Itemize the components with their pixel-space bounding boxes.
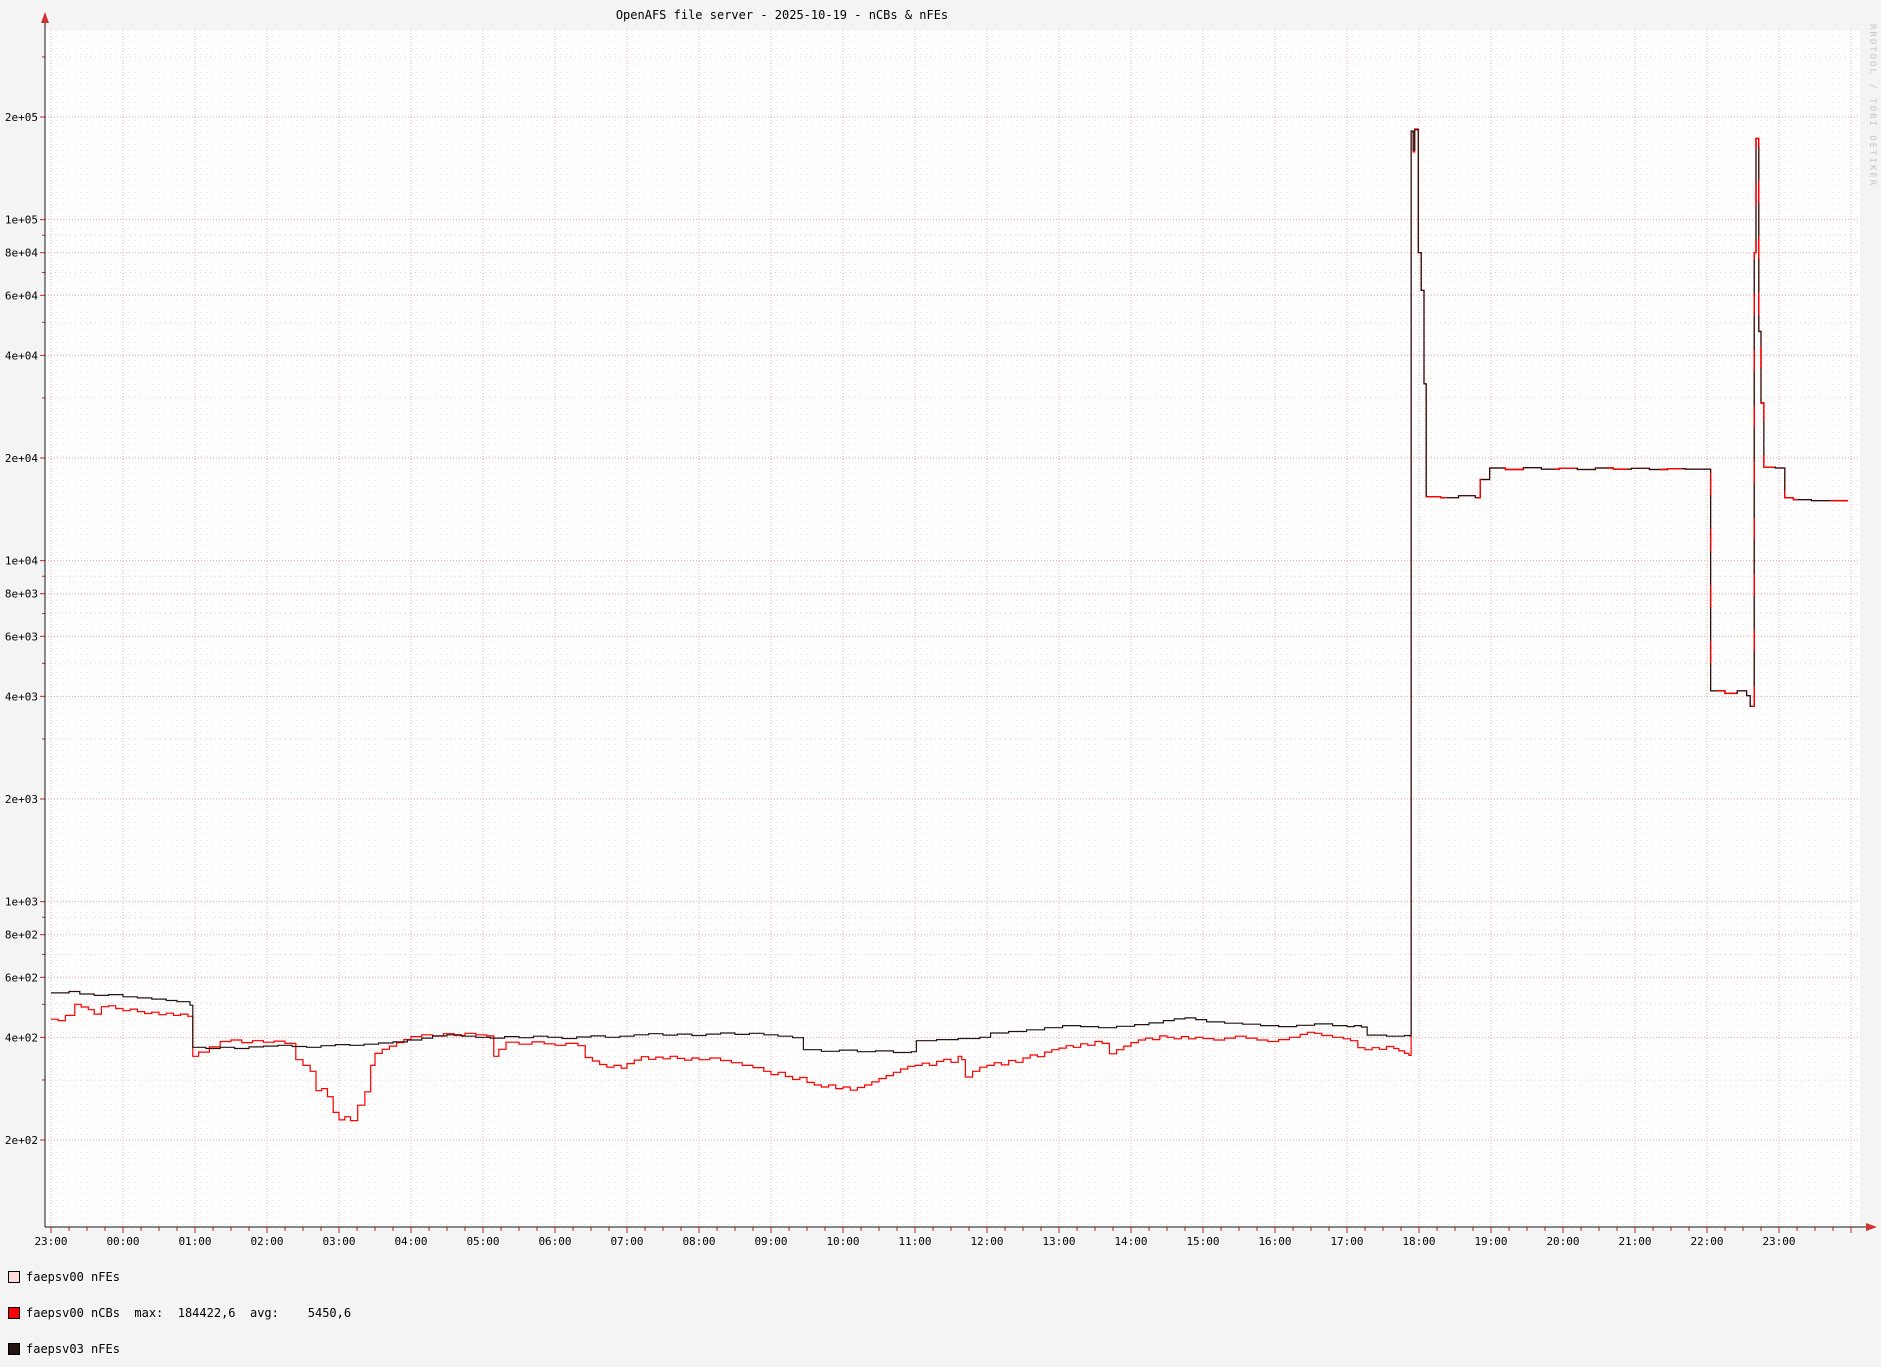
legend-label: faepsv00 nCBs [26, 1306, 120, 1320]
svg-text:15:00: 15:00 [1186, 1235, 1219, 1248]
svg-text:6e+02: 6e+02 [5, 971, 38, 984]
svg-text:8e+02: 8e+02 [5, 929, 38, 942]
svg-text:1e+04: 1e+04 [5, 555, 38, 568]
svg-text:00:00: 00:00 [106, 1235, 139, 1248]
svg-text:01:00: 01:00 [178, 1235, 211, 1248]
legend-swatch-red [8, 1307, 20, 1319]
svg-text:03:00: 03:00 [322, 1235, 355, 1248]
chart-canvas: 2e+05 1e+05 8e+04 6e+04 4e+04 2e+04 1e+04 8e+03… [5, 12, 1877, 1248]
svg-text:2e+03: 2e+03 [5, 793, 38, 806]
svg-text:17:00: 17:00 [1330, 1235, 1363, 1248]
legend: faepsv00 nFEs faepsv00 nCBs max: 184422,… [8, 1247, 351, 1367]
svg-text:23:00: 23:00 [1762, 1235, 1795, 1248]
svg-text:1e+03: 1e+03 [5, 896, 38, 909]
rrdtool-watermark: RRDTOOL / TOBI OETIKER [1867, 24, 1877, 188]
svg-text:8e+04: 8e+04 [5, 247, 38, 260]
legend-item-faepsv03-nfes: faepsv03 nFEs [8, 1343, 351, 1355]
svg-text:1e+05: 1e+05 [5, 214, 38, 227]
svg-text:05:00: 05:00 [466, 1235, 499, 1248]
svg-text:23:00: 23:00 [34, 1235, 67, 1248]
legend-item-faepsv00-nfes: faepsv00 nFEs [8, 1271, 351, 1283]
legend-item-faepsv00-ncbs: faepsv00 nCBs max: 184422,6 avg: 5450,6 [8, 1307, 351, 1319]
svg-text:6e+03: 6e+03 [5, 630, 38, 643]
svg-text:08:00: 08:00 [682, 1235, 715, 1248]
svg-text:07:00: 07:00 [610, 1235, 643, 1248]
svg-text:06:00: 06:00 [538, 1235, 571, 1248]
svg-text:20:00: 20:00 [1546, 1235, 1579, 1248]
svg-text:02:00: 02:00 [250, 1235, 283, 1248]
svg-text:12:00: 12:00 [970, 1235, 1003, 1248]
svg-text:22:00: 22:00 [1690, 1235, 1723, 1248]
legend-label: faepsv00 nFEs [26, 1270, 120, 1284]
svg-text:8e+03: 8e+03 [5, 588, 38, 601]
svg-text:19:00: 19:00 [1474, 1235, 1507, 1248]
svg-text:14:00: 14:00 [1114, 1235, 1147, 1248]
svg-text:21:00: 21:00 [1618, 1235, 1651, 1248]
svg-text:2e+05: 2e+05 [5, 111, 38, 124]
svg-text:09:00: 09:00 [754, 1235, 787, 1248]
svg-text:4e+02: 4e+02 [5, 1031, 38, 1044]
svg-text:04:00: 04:00 [394, 1235, 427, 1248]
legend-swatch-black [8, 1343, 20, 1355]
series-red-overlap-dashes [1426, 137, 1849, 707]
legend-stats: max: 184422,6 avg: 5450,6 [119, 1306, 352, 1320]
svg-text:4e+04: 4e+04 [5, 349, 38, 362]
chart-title: OpenAFS file server - 2025-10-19 - nCBs … [615, 8, 949, 22]
legend-swatch-pink [8, 1271, 20, 1283]
svg-text:18:00: 18:00 [1402, 1235, 1435, 1248]
svg-text:13:00: 13:00 [1042, 1235, 1075, 1248]
svg-text:2e+02: 2e+02 [5, 1134, 38, 1147]
svg-text:10:00: 10:00 [826, 1235, 859, 1248]
svg-text:16:00: 16:00 [1258, 1235, 1291, 1248]
svg-text:2e+04: 2e+04 [5, 452, 38, 465]
legend-label: faepsv03 nFEs [26, 1342, 120, 1356]
svg-text:6e+04: 6e+04 [5, 289, 38, 302]
svg-text:4e+03: 4e+03 [5, 690, 38, 703]
svg-text:11:00: 11:00 [898, 1235, 931, 1248]
